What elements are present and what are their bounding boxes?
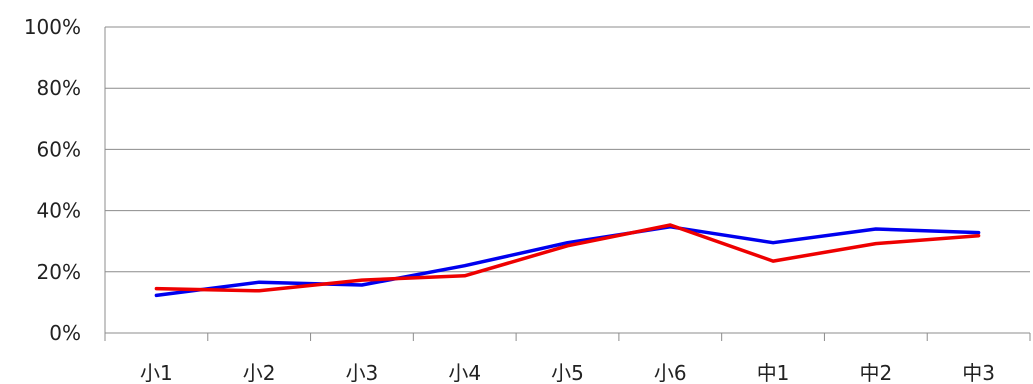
- x-tick-label: 小4: [448, 361, 481, 384]
- x-tick-labels: 小1 小2 小3 小4 小5 小6 中1 中2 中3: [140, 361, 995, 384]
- series-lines: [154, 223, 981, 298]
- x-tick-label: 中2: [859, 361, 892, 384]
- y-tick-labels: 0% 20% 40% 60% 80% 100%: [24, 15, 81, 345]
- series-line-2: [154, 223, 981, 293]
- x-tick-label: 小6: [654, 361, 687, 384]
- x-tick-label: 小1: [140, 361, 173, 384]
- axes: [104, 27, 1031, 341]
- gridlines: [105, 26, 1030, 334]
- x-tick-label: 中1: [757, 361, 790, 384]
- x-tick-label: 中3: [962, 361, 995, 384]
- x-tick-label: 小3: [346, 361, 379, 384]
- x-tick-label: 小2: [243, 361, 276, 384]
- y-tick-label: 40%: [37, 199, 81, 223]
- y-tick-label: 20%: [37, 260, 81, 284]
- y-tick-label: 0%: [49, 321, 81, 345]
- series-line-1: [154, 225, 981, 298]
- x-tick-label: 小5: [551, 361, 584, 384]
- y-tick-label: 80%: [37, 76, 81, 100]
- y-tick-label: 60%: [37, 137, 81, 161]
- y-tick-label: 100%: [24, 15, 81, 39]
